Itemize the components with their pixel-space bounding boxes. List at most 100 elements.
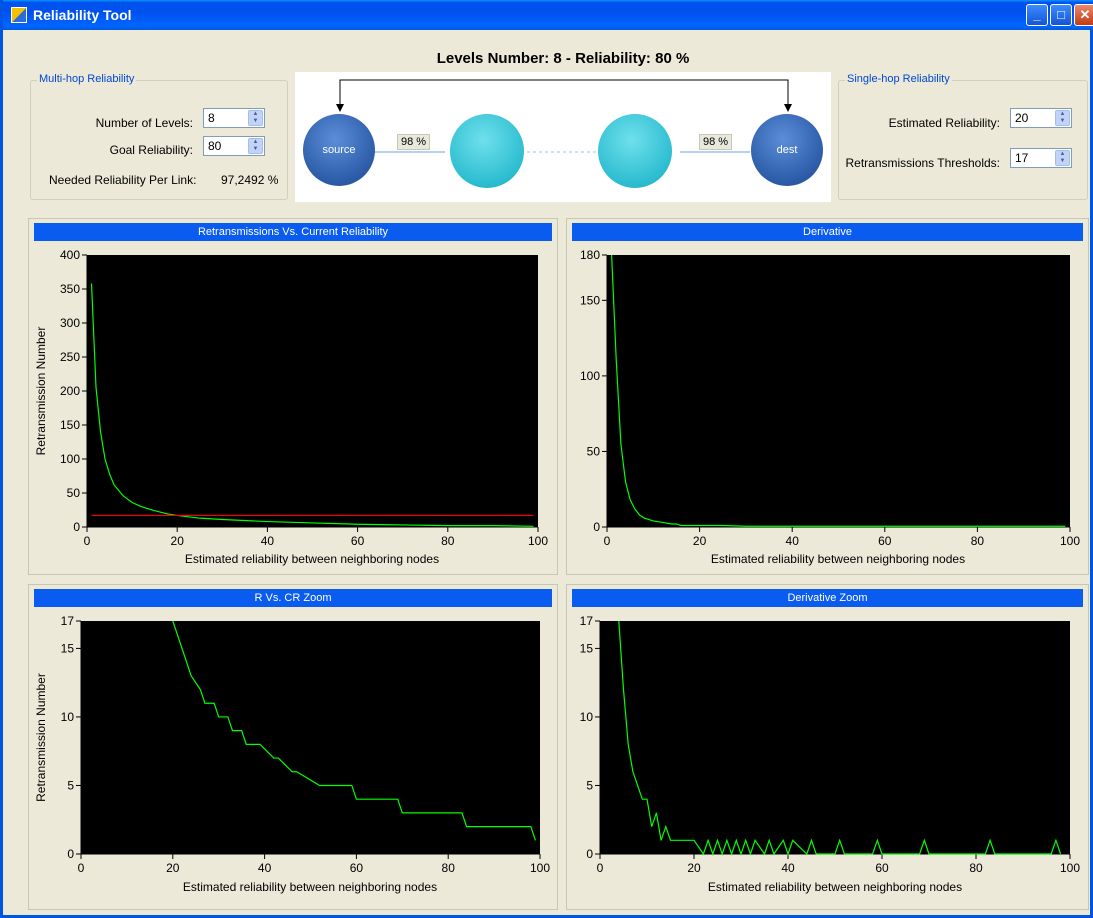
singlehop-legend: Single-hop Reliability [845,73,952,85]
y-tick-label: 180 [580,248,600,262]
x-tick-label: 40 [258,861,272,875]
app-icon [11,7,27,23]
levels-stepper[interactable]: 8 ▲ ▼ [203,108,265,128]
x-tick-label: 0 [604,534,611,548]
chart-title-1: Derivative [572,223,1083,241]
chart-svg-2: 0 20 40 60 80 100 0 5 10 15 17 Estimated reliabilit… [34,614,550,894]
y-tick-label: 200 [60,384,80,398]
x-tick-label: 20 [687,861,701,875]
threshold-spin-arrows[interactable]: ▲ ▼ [1055,150,1070,166]
y-tick-label: 50 [67,486,81,500]
threshold-label: Retransmissions Thresholds: [845,156,1000,170]
chart-title-3: Derivative Zoom [572,589,1083,607]
levels-label: Number of Levels: [95,116,193,130]
x-tick-label: 100 [528,534,548,548]
chart-panel-3: Derivative Zoom 0 20 40 60 80 100 0 5 10 15 17 Esti… [566,584,1089,910]
close-button[interactable]: ✕ [1074,4,1093,26]
y-tick-label: 10 [61,710,75,724]
arrowhead-right [784,104,792,112]
threshold-stepper[interactable]: 17 ▲ ▼ [1010,148,1072,168]
x-tick-label: 40 [781,861,795,875]
x-tick-label: 0 [84,534,91,548]
levels-spin-arrows[interactable]: ▲ ▼ [248,110,263,126]
dest-node[interactable]: dest [751,114,823,186]
estimated-label: Estimated Reliability: [888,116,1000,130]
y-tick-label: 17 [580,614,594,628]
estimated-value: 20 [1015,111,1029,125]
minimize-button[interactable]: _ [1026,4,1048,26]
threshold-value: 17 [1015,151,1029,165]
y-axis-label: Retransmission Number [34,327,48,456]
x-tick-label: 60 [350,861,364,875]
y-tick-label: 250 [60,350,80,364]
multihop-group: Multi-hop Reliability [30,73,288,200]
title-bar[interactable]: Reliability Tool _ □ ✕ [3,0,1093,30]
x-tick-label: 80 [442,861,456,875]
x-axis-label: Estimated reliability between neighborin… [183,880,437,894]
x-tick-label: 20 [693,534,707,548]
y-tick-label: 350 [60,282,80,296]
y-tick-label: 0 [73,520,80,534]
link2-percent: 98 % [699,134,733,150]
levels-value: 8 [208,111,215,125]
goal-stepper[interactable]: 80 ▲ ▼ [203,136,265,156]
x-axis-label: Estimated reliability between neighborin… [185,552,439,566]
chart-svg-1: 0 20 40 60 80 100 0 50 100 150 180 Estimated reliab… [580,248,1080,566]
y-tick-label: 0 [67,847,74,861]
estimated-spin-arrows[interactable]: ▲ ▼ [1055,110,1070,126]
x-tick-label: 60 [351,534,365,548]
y-tick-label: 300 [60,316,80,330]
x-axis-label: Estimated reliability between neighborin… [711,552,965,566]
estimated-stepper[interactable]: 20 ▲ ▼ [1010,108,1072,128]
y-tick-label: 50 [587,444,601,458]
arrowhead-left [336,104,344,112]
x-tick-label: 100 [530,861,550,875]
relay-node-2[interactable] [598,114,672,188]
y-tick-label: 400 [60,248,80,262]
chart-svg-0: 0 20 40 60 80 100 0 50 100 150 200 250 300 350 400 Esti… [34,248,548,566]
relay-node-1[interactable] [450,114,524,188]
y-tick-label: 0 [586,847,593,861]
x-tick-label: 0 [597,861,604,875]
y-tick-label: 100 [60,452,80,466]
goal-value: 80 [208,139,222,153]
plot-area [607,255,1070,527]
goal-spin-arrows[interactable]: ▲ ▼ [248,138,263,154]
y-tick-label: 10 [580,710,594,724]
y-tick-label: 17 [61,614,75,628]
x-tick-label: 60 [875,861,889,875]
y-tick-label: 150 [60,418,80,432]
loop-arrow [339,79,789,108]
y-tick-label: 5 [586,778,593,792]
chart-title-2: R Vs. CR Zoom [34,589,552,607]
chart-panel-1: Derivative 0 20 40 60 80 100 0 50 100 150 180 Estim… [566,218,1089,575]
network-diagram: source dest 98 % 98 % [295,72,831,202]
diagram-links [336,79,792,153]
x-tick-label: 100 [1060,534,1080,548]
source-node[interactable]: source [303,114,375,186]
x-tick-label: 40 [261,534,275,548]
y-tick-label: 100 [580,369,600,383]
needed-value: 97,2492 % [221,173,279,187]
x-tick-label: 100 [1060,861,1080,875]
y-tick-label: 150 [580,293,600,307]
maximize-button[interactable]: □ [1050,4,1072,26]
x-tick-label: 80 [971,534,985,548]
singlehop-group: Single-hop Reliability [838,73,1088,200]
chart-panel-2: R Vs. CR Zoom 0 20 40 60 80 100 0 5 10 15 17 Estima… [28,584,558,910]
plot-area [600,621,1070,854]
series-line-0 [90,283,534,527]
plot-area [81,621,540,854]
x-tick-label: 0 [78,861,85,875]
plot-area [87,255,538,527]
x-axis-label: Estimated reliability between neighborin… [708,880,962,894]
x-tick-label: 60 [878,534,892,548]
window-title: Reliability Tool [33,7,132,23]
y-tick-label: 5 [67,778,74,792]
x-tick-label: 20 [166,861,180,875]
x-tick-label: 20 [171,534,185,548]
chart-svg-3: 0 20 40 60 80 100 0 5 10 15 17 Estimated reliabilit… [580,614,1081,894]
y-tick-label: 0 [593,520,600,534]
x-tick-label: 80 [969,861,983,875]
